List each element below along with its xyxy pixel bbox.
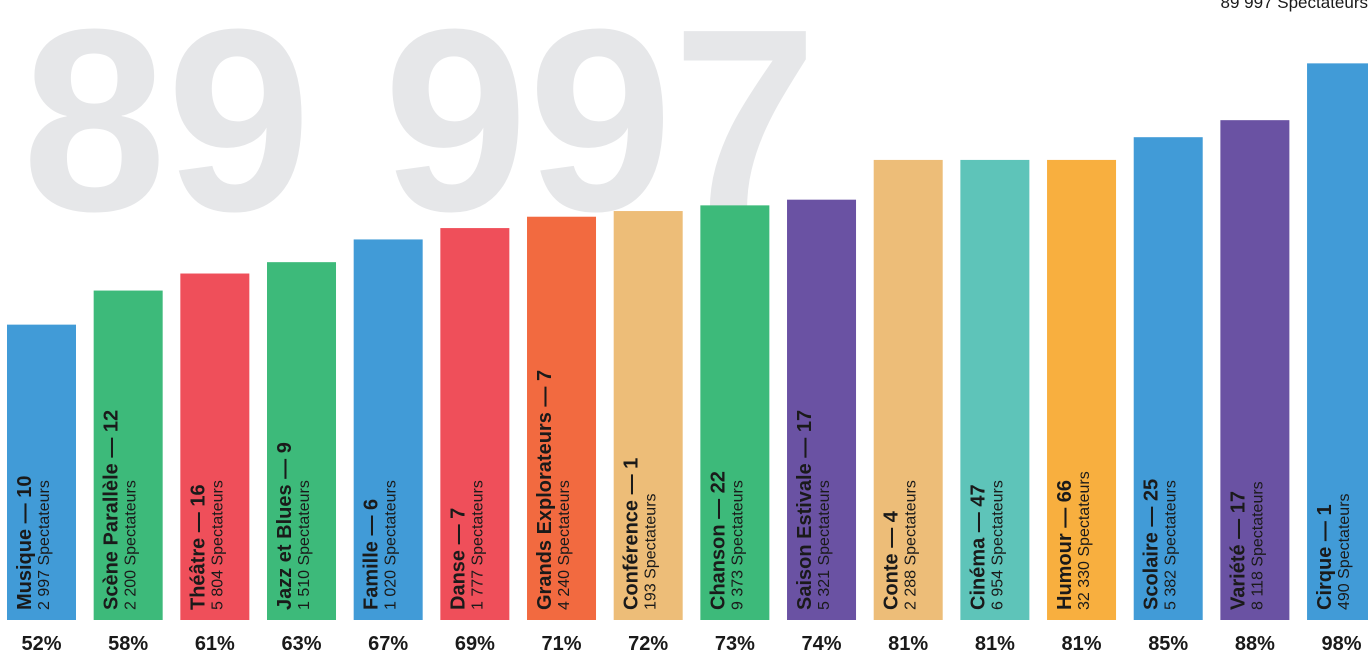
bar-label: Saison Estivale — 17 5 321 Spectateurs	[794, 410, 833, 610]
bar-detail: 4 240 Spectateurs	[556, 480, 573, 610]
bar	[93, 290, 163, 620]
bar-title: Jazz et Blues — 9	[274, 442, 296, 610]
bar-title: Saison Estivale — 17	[794, 410, 816, 610]
bar	[613, 211, 683, 621]
bar-detail: 1 510 Spectateurs	[296, 480, 313, 610]
bar	[787, 199, 857, 620]
bar-detail: 9 373 Spectateurs	[729, 480, 746, 610]
bar	[873, 159, 943, 621]
bar-label: Musique — 10 2 997 Spectateurs	[14, 476, 53, 610]
value-label: 73%	[715, 633, 755, 655]
bar-detail: 8 118 Spectateurs	[1249, 481, 1266, 610]
bar	[440, 228, 510, 620]
value-label: 85%	[1148, 633, 1188, 655]
bar-detail: 32 330 Spectateurs	[1076, 471, 1093, 610]
bar-detail: 5 804 Spectateurs	[209, 480, 226, 610]
bar-title: Chanson — 22	[707, 471, 729, 610]
bar-title: Humour — 66	[1054, 480, 1076, 610]
bar-label: Chanson — 22 9 373 Spectateurs	[707, 471, 746, 610]
bar-label: Théâtre — 16 5 804 Spectateurs	[187, 480, 226, 610]
bar-label: Scène Parallèle — 12 2 200 Spectateurs	[101, 410, 140, 610]
bar-label: Humour — 66 32 330 Spectateurs	[1054, 471, 1093, 610]
bar	[527, 216, 597, 620]
value-label: 71%	[542, 633, 582, 655]
value-label: 72%	[628, 633, 668, 655]
bar-label: Scolaire — 25 5 382 Spectateurs	[1141, 479, 1180, 610]
bar	[267, 262, 337, 620]
bar-detail: 2 288 Spectateurs	[903, 480, 920, 610]
bar-detail: 5 321 Spectateurs	[816, 480, 833, 610]
bar-title: Danse — 7	[447, 508, 469, 610]
value-label: 81%	[1062, 633, 1102, 655]
bar	[1047, 159, 1117, 621]
value-label: 52%	[21, 633, 61, 655]
bar	[960, 159, 1030, 621]
value-label: 69%	[455, 633, 495, 655]
bar-label: Conférence — 1 193 Spectateurs	[621, 458, 660, 610]
bar	[7, 324, 76, 620]
value-label: 81%	[975, 633, 1015, 655]
value-label: 61%	[195, 633, 235, 655]
bar	[1220, 120, 1290, 620]
bar-detail: 2 200 Spectateurs	[123, 480, 140, 610]
bar-detail: 6 954 Spectateurs	[989, 480, 1006, 610]
total-label: 89 997 Spectateurs	[1221, 0, 1368, 12]
bar-label: Cinéma — 47 6 954 Spectateurs	[967, 480, 1006, 610]
bar	[180, 273, 250, 620]
bar-detail: 2 997 Spectateurs	[36, 480, 53, 610]
bar-title: Cirque — 1	[1314, 504, 1336, 610]
bar-label: Variété — 17 8 118 Spectateurs	[1227, 481, 1266, 610]
bar	[1307, 63, 1368, 621]
bar-title: Conte — 4	[881, 510, 903, 610]
value-label: 98%	[1322, 633, 1362, 655]
bar-detail: 5 382 Spectateurs	[1163, 480, 1180, 610]
bar-title: Théâtre — 16	[187, 484, 209, 610]
bar-title: Conférence — 1	[621, 458, 643, 610]
bar-title: Variété — 17	[1227, 491, 1249, 610]
value-label: 63%	[281, 633, 321, 655]
bar-title: Musique — 10	[14, 476, 36, 610]
bar-title: Scolaire — 25	[1141, 479, 1163, 610]
bar-title: Cinéma — 47	[967, 484, 989, 610]
value-label: 81%	[888, 633, 928, 655]
bar	[700, 205, 770, 621]
bar	[1133, 137, 1203, 620]
value-label: 88%	[1235, 633, 1275, 655]
value-label: 74%	[802, 633, 842, 655]
bar-title: Scène Parallèle — 12	[101, 410, 123, 610]
bar	[353, 239, 423, 620]
value-label: 58%	[108, 633, 148, 655]
bar-label: Cirque — 1 490 Spectateurs	[1314, 493, 1353, 610]
bar-detail: 193 Spectateurs	[643, 493, 660, 610]
bar-title: Famille — 6	[361, 499, 383, 610]
bar-title: Grands Explorateurs — 7	[534, 370, 556, 610]
watermark: 89 997	[22, 0, 817, 266]
value-label: 67%	[368, 633, 408, 655]
bar-detail: 490 Spectateurs	[1336, 493, 1353, 610]
bar-detail: 1 777 Spectateurs	[469, 480, 486, 610]
bar-detail: 1 020 Spectateurs	[383, 480, 400, 610]
